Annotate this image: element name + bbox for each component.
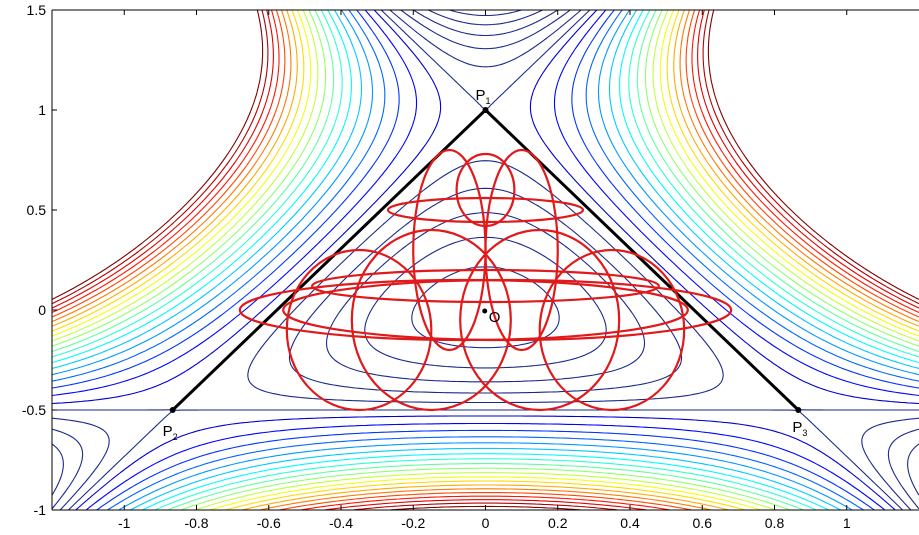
y-tick-label-3: 0.5	[27, 202, 47, 218]
y-tick-label-2: 0	[38, 302, 46, 318]
x-tick-label-7: 0.4	[620, 515, 640, 531]
vertex-label-3: P	[792, 419, 802, 436]
markers: P 1P 2P 3O	[163, 87, 808, 442]
ticks: -1 -0.8 -0.6 -0.4 -0.2 0 0.2 0.4 0.6 0.8 1 -1 -0.5 0 0…	[22, 2, 851, 531]
x-tick-label-4: -0.2	[401, 515, 425, 531]
trajectory-loop-7	[386, 196, 585, 224]
origin-dot	[482, 308, 488, 314]
x-tick-label-9: 0.8	[765, 515, 785, 531]
trajectory-loop-1	[282, 278, 733, 342]
vertex-marker-2	[169, 407, 176, 413]
contour-level-12	[52, 10, 919, 510]
x-tick-label-10: 1	[843, 515, 851, 531]
vertex-label-sub-3: 3	[802, 428, 807, 438]
y-tick-label-0: -1	[34, 502, 47, 518]
vertex-marker-1	[482, 107, 489, 113]
vertex-label-2: P	[163, 423, 173, 440]
x-tick-label-2: -0.6	[257, 515, 281, 531]
trajectory-loop-6	[459, 228, 621, 412]
trajectory-loop-5	[350, 228, 512, 412]
contour-level-6	[52, 10, 919, 510]
x-tick-label-5: 0	[482, 515, 490, 531]
trajectory	[238, 148, 733, 412]
x-tick-label-1: -0.8	[184, 515, 208, 531]
trajectory-loop-9	[484, 148, 559, 352]
vertex-label-sub-1: 1	[486, 96, 491, 106]
vertex-marker-3	[795, 407, 802, 413]
contour-level-9	[52, 10, 919, 510]
y-tick-label-5: 1.5	[27, 2, 47, 18]
vertex-label-1: P	[476, 87, 486, 104]
trajectory-loop-3	[285, 248, 433, 412]
contour-level-8	[52, 10, 919, 510]
x-tick-label-3: -0.4	[329, 515, 353, 531]
y-tick-label-1: -0.5	[22, 402, 46, 418]
x-tick-label-8: 0.6	[693, 515, 713, 531]
contour-level-10	[52, 10, 919, 510]
y-tick-label-4: 1	[38, 102, 46, 118]
trajectory-loop-4	[538, 248, 686, 412]
vertex-label-sub-2: 2	[173, 432, 178, 442]
x-tick-label-6: 0.2	[548, 515, 568, 531]
contour-level-18	[52, 10, 919, 510]
x-tick-label-0: -1	[118, 515, 131, 531]
trajectory-loop-10	[311, 268, 660, 304]
origin-label: O	[489, 309, 501, 326]
contour-level-14	[52, 10, 919, 510]
